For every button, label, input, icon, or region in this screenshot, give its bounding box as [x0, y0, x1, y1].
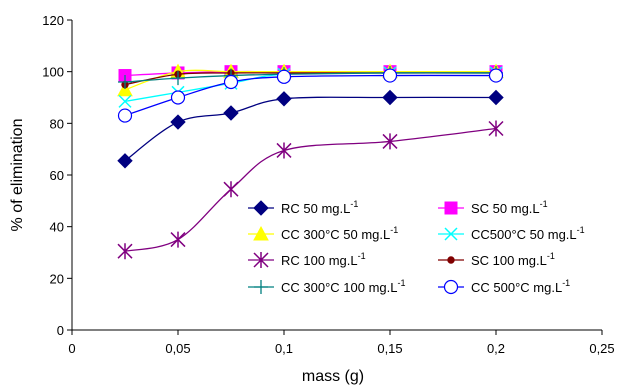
- data-point: [382, 68, 398, 83]
- data-point: [223, 105, 239, 121]
- x-tick-label: 0,05: [165, 341, 190, 356]
- x-tick-label: 0,15: [377, 341, 402, 356]
- series-5: [117, 120, 504, 260]
- legend-marker: [447, 256, 455, 264]
- legend-item: CC 300°C 50 mg.L-1: [248, 225, 398, 242]
- legend-label: RC 100 mg.L-1: [281, 251, 366, 268]
- legend: RC 50 mg.L-1 SC 50 mg.L-1CC 300°C 50 mg.L…: [248, 199, 585, 295]
- data-point: [118, 75, 132, 89]
- legend-label-superscript: -1: [350, 199, 358, 209]
- series-layer: [117, 63, 504, 260]
- legend-label-text: SC 50 mg.L: [471, 201, 540, 216]
- data-point: [170, 90, 186, 105]
- legend-label-text: CC 500°C mg.L: [471, 280, 562, 295]
- legend-label-text: CC500°C 50 mg.L: [471, 227, 577, 242]
- y-tick-label: 0: [57, 323, 64, 338]
- y-axis-label: % of elimination: [9, 119, 26, 232]
- legend-label-text: CC 300°C 50 mg.L: [281, 227, 390, 242]
- legend-marker: [253, 225, 269, 241]
- legend-label: CC 500°C mg.L-1: [471, 278, 570, 295]
- legend-marker: [443, 279, 459, 295]
- legend-item: RC 100 mg.L-1: [248, 251, 366, 268]
- legend-label-superscript: -1: [358, 251, 366, 261]
- legend-marker: [253, 252, 269, 268]
- legend-marker: [254, 280, 268, 294]
- legend-label-text: CC 300°C 100 mg.L: [281, 280, 397, 295]
- series-1: [117, 89, 504, 169]
- legend-label-superscript: -1: [577, 225, 585, 235]
- data-point: [117, 153, 133, 169]
- legend-label: CC 300°C 100 mg.L-1: [281, 278, 406, 295]
- data-point: [223, 181, 239, 198]
- x-tick-label: 0: [68, 341, 75, 356]
- x-axis-label: mass (g): [302, 368, 364, 385]
- data-point: [488, 89, 504, 106]
- data-point: [118, 94, 132, 108]
- y-tick-label: 100: [42, 65, 64, 80]
- data-point: [488, 120, 504, 137]
- y-tick-label: 40: [50, 220, 64, 235]
- data-point: [276, 91, 292, 107]
- legend-label-text: SC 100 mg.L: [471, 253, 547, 268]
- data-point: [117, 108, 133, 123]
- legend-label: RC 50 mg.L-1: [281, 199, 358, 216]
- data-point: [223, 74, 239, 90]
- y-tick-label: 60: [50, 168, 64, 183]
- data-point: [170, 231, 186, 248]
- legend-marker: [444, 227, 458, 241]
- legend-marker: [444, 201, 458, 215]
- legend-label: CC500°C 50 mg.L-1: [471, 225, 585, 242]
- legend-item: CC 500°C mg.L-1: [438, 278, 570, 295]
- legend-label-superscript: -1: [390, 225, 398, 235]
- legend-label-text: RC 50 mg.L: [281, 201, 350, 216]
- data-point: [276, 142, 292, 159]
- x-tick-label: 0,1: [275, 341, 293, 356]
- legend-item: SC 100 mg.L-1: [438, 251, 555, 268]
- y-tick-label: 20: [50, 271, 64, 286]
- legend-item: SC 50 mg.L-1: [438, 199, 548, 216]
- series-8: [117, 68, 504, 123]
- legend-label-superscript: -1: [547, 251, 555, 261]
- data-point: [117, 81, 133, 97]
- data-point: [488, 68, 504, 83]
- y-tick-label: 120: [42, 13, 64, 28]
- axes: 0 20 40 60 80 100 120 0 0,05 0,1 0,15 0,2 0,25: [42, 13, 614, 356]
- data-point: [276, 69, 292, 84]
- y-tick-label: 80: [50, 116, 64, 131]
- legend-label-superscript: -1: [397, 278, 405, 288]
- legend-label: CC 300°C 50 mg.L-1: [281, 225, 398, 242]
- legend-label: SC 50 mg.L-1: [471, 199, 548, 216]
- legend-item: CC500°C 50 mg.L-1: [438, 225, 585, 242]
- legend-item: CC 300°C 100 mg.L-1: [248, 278, 406, 295]
- data-point: [170, 114, 186, 130]
- legend-label: SC 100 mg.L-1: [471, 251, 555, 268]
- legend-label-superscript: -1: [540, 199, 548, 209]
- data-point: [117, 243, 133, 260]
- legend-item: RC 50 mg.L-1: [248, 199, 358, 216]
- data-point: [382, 133, 398, 150]
- x-tick-label: 0,25: [589, 341, 614, 356]
- x-tick-label: 0,2: [487, 341, 505, 356]
- data-point: [171, 71, 185, 86]
- data-point: [382, 89, 398, 106]
- legend-label-superscript: -1: [562, 278, 570, 288]
- legend-marker: [253, 200, 269, 216]
- legend-label-text: RC 100 mg.L: [281, 253, 358, 268]
